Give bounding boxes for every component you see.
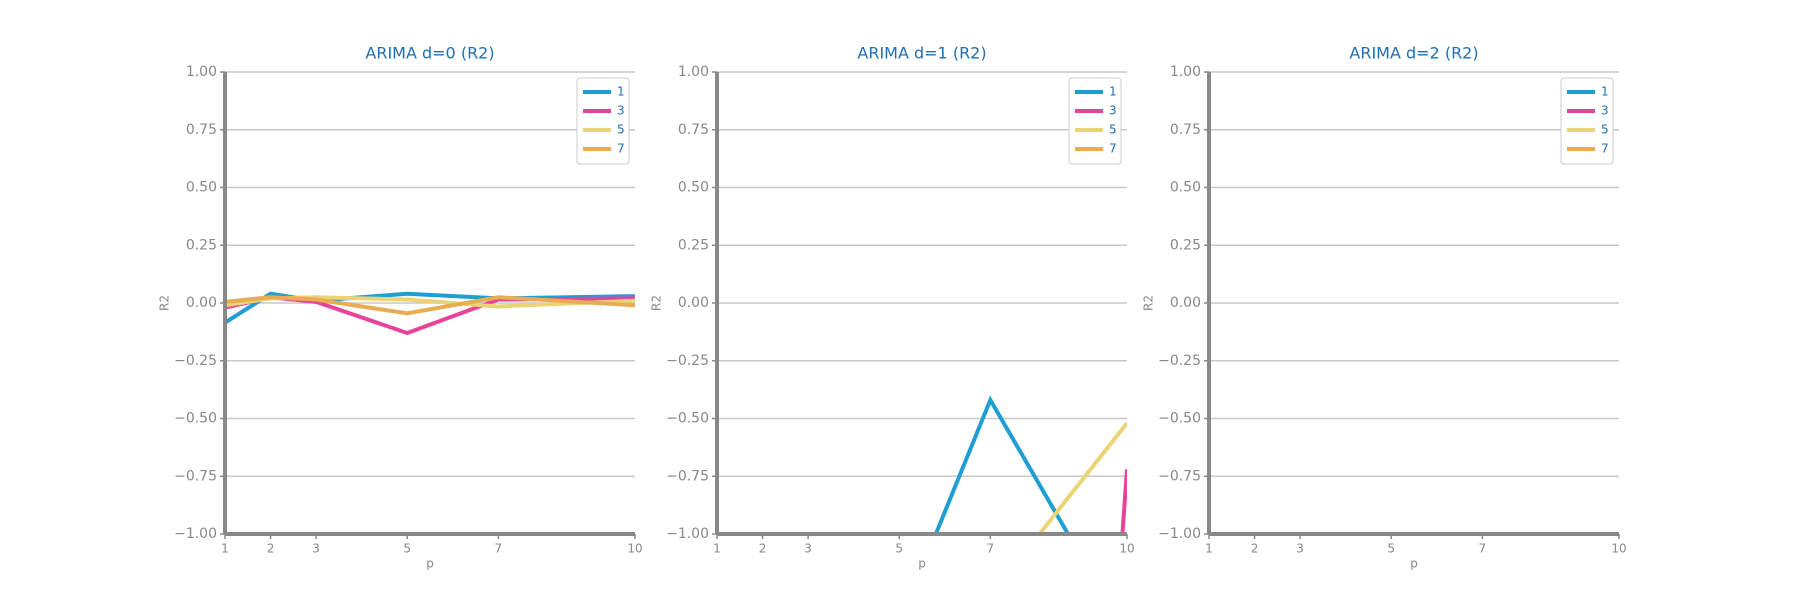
x-tick-label: 10 bbox=[1611, 542, 1626, 556]
x-axis-label: p bbox=[918, 557, 926, 571]
legend-label: 1 bbox=[1109, 85, 1117, 99]
subplot: ARIMA d=2 (R2) −1.00 −0.75 −0.50 −0.25 0.00 0.… bbox=[1142, 44, 1627, 571]
x-tick-label: 2 bbox=[267, 542, 275, 556]
y-tick-label: −0.75 bbox=[174, 468, 217, 484]
legend-box bbox=[576, 77, 630, 165]
y-tick-label: −0.75 bbox=[666, 468, 709, 484]
y-tick-label: 0.25 bbox=[1170, 237, 1201, 253]
y-tick-label: 0.75 bbox=[1170, 122, 1201, 138]
x-tick-label: 5 bbox=[403, 542, 411, 556]
x-tick-label: 1 bbox=[221, 542, 229, 556]
y-tick-label: −1.00 bbox=[666, 526, 709, 542]
y-tick-label: −0.75 bbox=[1158, 468, 1201, 484]
x-axis-label: p bbox=[426, 557, 434, 571]
x-tick-label: 3 bbox=[1296, 542, 1304, 556]
x-axis-label: p bbox=[1410, 557, 1418, 571]
y-tick-label: 1.00 bbox=[678, 64, 709, 80]
y-tick-label: 0.50 bbox=[678, 180, 709, 196]
subplot-title: ARIMA d=2 (R2) bbox=[1349, 44, 1478, 63]
legend-label: 7 bbox=[1601, 142, 1609, 156]
y-axis-label: R2 bbox=[158, 295, 172, 311]
y-tick-label: 0.50 bbox=[186, 180, 217, 196]
y-tick-label: 0.00 bbox=[678, 295, 709, 311]
x-tick-label: 2 bbox=[1251, 542, 1259, 556]
legend-label: 5 bbox=[1601, 123, 1609, 137]
legend-label: 3 bbox=[1109, 104, 1117, 118]
y-tick-label: −1.00 bbox=[174, 526, 217, 542]
legend-label: 3 bbox=[617, 104, 625, 118]
legend-box bbox=[1068, 77, 1122, 165]
y-tick-label: −1.00 bbox=[1158, 526, 1201, 542]
x-tick-label: 10 bbox=[627, 542, 642, 556]
y-axis-label: R2 bbox=[1142, 295, 1156, 311]
legend-label: 5 bbox=[617, 123, 625, 137]
subplot-title: ARIMA d=1 (R2) bbox=[857, 44, 986, 63]
legend-label: 3 bbox=[1601, 104, 1609, 118]
y-tick-label: −0.25 bbox=[1158, 353, 1201, 369]
x-tick-label: 10 bbox=[1119, 542, 1134, 556]
y-tick-label: 0.75 bbox=[186, 122, 217, 138]
series-line bbox=[933, 395, 1071, 534]
y-tick-label: 1.00 bbox=[1170, 64, 1201, 80]
x-tick-label: 7 bbox=[987, 542, 995, 556]
subplot: ARIMA d=0 (R2) −1.00 −0.75 −0.50 −0.25 0.00 0.… bbox=[158, 44, 643, 571]
legend-label: 1 bbox=[1601, 85, 1609, 99]
y-tick-label: 0.75 bbox=[678, 122, 709, 138]
x-tick-label: 2 bbox=[759, 542, 767, 556]
y-tick-label: 0.50 bbox=[1170, 180, 1201, 196]
legend-box bbox=[1560, 77, 1614, 165]
legend-label: 7 bbox=[617, 142, 625, 156]
x-tick-label: 5 bbox=[895, 542, 903, 556]
x-tick-label: 3 bbox=[312, 542, 320, 556]
x-tick-label: 5 bbox=[1387, 542, 1395, 556]
legend-label: 7 bbox=[1109, 142, 1117, 156]
y-tick-label: 1.00 bbox=[186, 64, 217, 80]
x-tick-label: 1 bbox=[1205, 542, 1213, 556]
y-tick-label: −0.50 bbox=[666, 411, 709, 427]
series-line bbox=[1036, 421, 1127, 534]
y-tick-label: −0.50 bbox=[174, 411, 217, 427]
x-tick-label: 3 bbox=[804, 542, 812, 556]
y-tick-label: −0.50 bbox=[1158, 411, 1201, 427]
series-line bbox=[225, 295, 635, 316]
legend-label: 5 bbox=[1109, 123, 1117, 137]
x-tick-label: 1 bbox=[713, 542, 721, 556]
x-tick-label: 7 bbox=[1479, 542, 1487, 556]
x-tick-label: 7 bbox=[495, 542, 503, 556]
y-tick-label: 0.00 bbox=[1170, 295, 1201, 311]
y-tick-label: −0.25 bbox=[174, 353, 217, 369]
y-axis-label: R2 bbox=[650, 295, 664, 311]
y-tick-label: 0.00 bbox=[186, 295, 217, 311]
y-tick-label: 0.25 bbox=[186, 237, 217, 253]
legend-label: 1 bbox=[617, 85, 625, 99]
y-tick-label: 0.25 bbox=[678, 237, 709, 253]
y-tick-label: −0.25 bbox=[666, 353, 709, 369]
subplot: ARIMA d=1 (R2) −1.00 −0.75 −0.50 −0.25 0.00 0.… bbox=[650, 44, 1135, 571]
subplot-title: ARIMA d=0 (R2) bbox=[365, 44, 494, 63]
